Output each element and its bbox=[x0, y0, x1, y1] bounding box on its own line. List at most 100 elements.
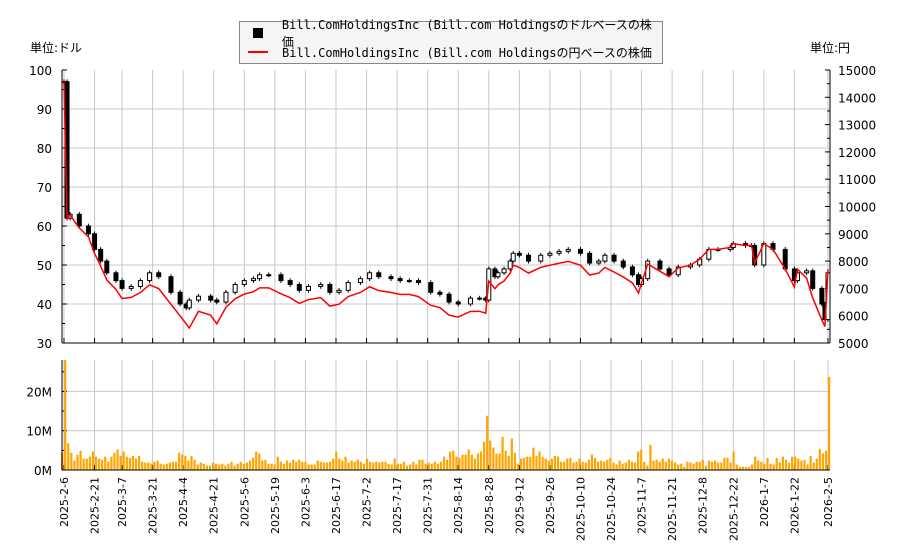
volume-bar bbox=[196, 464, 199, 470]
candle-body bbox=[257, 274, 263, 280]
candle-body bbox=[437, 291, 443, 295]
volume-bar bbox=[313, 464, 316, 470]
volume-bar bbox=[606, 459, 609, 470]
volume-bar bbox=[73, 460, 76, 470]
volume-bar bbox=[150, 463, 153, 470]
volume-bar bbox=[236, 463, 239, 470]
volume-bar bbox=[292, 459, 295, 470]
volume-bar bbox=[670, 460, 674, 470]
candle-body bbox=[92, 233, 98, 250]
candle-body bbox=[446, 293, 452, 303]
candle-body bbox=[804, 270, 810, 274]
volume-bar bbox=[319, 461, 322, 470]
volume-bar bbox=[449, 451, 452, 470]
volume-bar bbox=[652, 460, 655, 470]
candle-body bbox=[819, 287, 825, 305]
candle-body bbox=[208, 295, 214, 301]
y-left-tick-label: 50 bbox=[37, 259, 52, 273]
volume-bar bbox=[88, 456, 91, 470]
candle-body bbox=[467, 297, 473, 305]
volume-bar bbox=[122, 451, 125, 470]
x-tick-label: 2025-8-28 bbox=[483, 477, 496, 534]
volume-bar bbox=[744, 466, 748, 470]
volume-bar bbox=[85, 458, 88, 470]
candle-body bbox=[223, 291, 229, 303]
volume-bar bbox=[495, 453, 498, 470]
candle-body bbox=[250, 278, 256, 282]
volume-bar bbox=[332, 458, 335, 470]
volume-bar bbox=[350, 460, 353, 470]
candle-body bbox=[428, 282, 434, 293]
volume-bar bbox=[723, 457, 726, 470]
volume-bar bbox=[181, 454, 184, 470]
volume-bar bbox=[128, 457, 131, 470]
volume-bar bbox=[344, 456, 347, 470]
volume-bar bbox=[698, 461, 701, 470]
volume-bar bbox=[501, 436, 504, 470]
volume-bar bbox=[778, 462, 781, 470]
volume-bar bbox=[193, 459, 196, 470]
volume-bar bbox=[504, 450, 507, 470]
volume-bar bbox=[483, 441, 486, 470]
volume-bar bbox=[806, 464, 809, 470]
volume-bar bbox=[353, 461, 356, 470]
volume-bar bbox=[221, 463, 224, 470]
candle-body bbox=[345, 282, 351, 291]
y-volume-tick-label: 20M bbox=[26, 385, 52, 399]
y-left-tick-label: 30 bbox=[37, 337, 52, 351]
x-tick-label: 2025-11-7 bbox=[636, 477, 649, 534]
y-left-tick-label: 100 bbox=[29, 64, 52, 78]
volume-bar bbox=[760, 461, 763, 470]
candle-body bbox=[168, 276, 174, 293]
volume-bar bbox=[205, 465, 208, 470]
y-right-tick-label: 9000 bbox=[838, 228, 869, 242]
candle-body bbox=[501, 268, 507, 274]
candle-body bbox=[376, 272, 382, 278]
volume-bar bbox=[110, 456, 113, 470]
volume-bar bbox=[310, 464, 313, 470]
volume-bar bbox=[535, 455, 538, 470]
volume-bar bbox=[199, 462, 202, 470]
volume-bar bbox=[141, 461, 144, 470]
volume-bar bbox=[550, 458, 553, 470]
volume-bar bbox=[134, 458, 138, 470]
volume-bar bbox=[97, 458, 101, 470]
volume-bar bbox=[184, 455, 187, 470]
x-tick-label: 2025-3-21 bbox=[147, 477, 160, 534]
candle-body bbox=[336, 289, 342, 293]
candle-body bbox=[477, 297, 483, 300]
volume-bar bbox=[714, 460, 717, 470]
volume-bar bbox=[529, 456, 532, 470]
x-tick-label: 2025-5-6 bbox=[238, 477, 251, 527]
volume-bar bbox=[107, 461, 110, 470]
y-right-tick-label: 8000 bbox=[838, 255, 869, 269]
volume-bar bbox=[396, 463, 399, 470]
volume-bar bbox=[215, 463, 218, 470]
volume-bar bbox=[618, 460, 621, 470]
candle-body bbox=[156, 272, 162, 278]
volume-bar bbox=[763, 463, 766, 470]
volume-bar bbox=[430, 463, 433, 470]
volume-bar bbox=[590, 454, 594, 470]
legend-label-jpy: Bill.ComHoldingsInc (Bill.com Holdingsの円… bbox=[282, 45, 652, 60]
volume-bar bbox=[242, 463, 245, 470]
candle-body bbox=[495, 272, 501, 278]
volume-bar bbox=[772, 464, 775, 470]
candle-body bbox=[596, 260, 602, 264]
volume-bar bbox=[70, 452, 73, 470]
volume-bar bbox=[566, 458, 569, 470]
volume-bar bbox=[190, 455, 193, 470]
candle-body bbox=[137, 280, 143, 287]
volume-bar bbox=[507, 455, 510, 470]
volume-bar bbox=[248, 460, 252, 470]
volume-bar bbox=[131, 455, 135, 470]
volume-bar bbox=[572, 462, 575, 470]
volume-bar bbox=[316, 460, 319, 470]
x-tick-label: 2025-7-31 bbox=[422, 477, 435, 534]
candle-body bbox=[266, 274, 272, 277]
volume-bar bbox=[818, 448, 821, 470]
x-tick-label: 2026-1-22 bbox=[788, 477, 801, 534]
volume-bar bbox=[104, 456, 107, 470]
volume-bar bbox=[596, 461, 600, 470]
x-tick-label: 2026-2-5 bbox=[822, 477, 835, 527]
